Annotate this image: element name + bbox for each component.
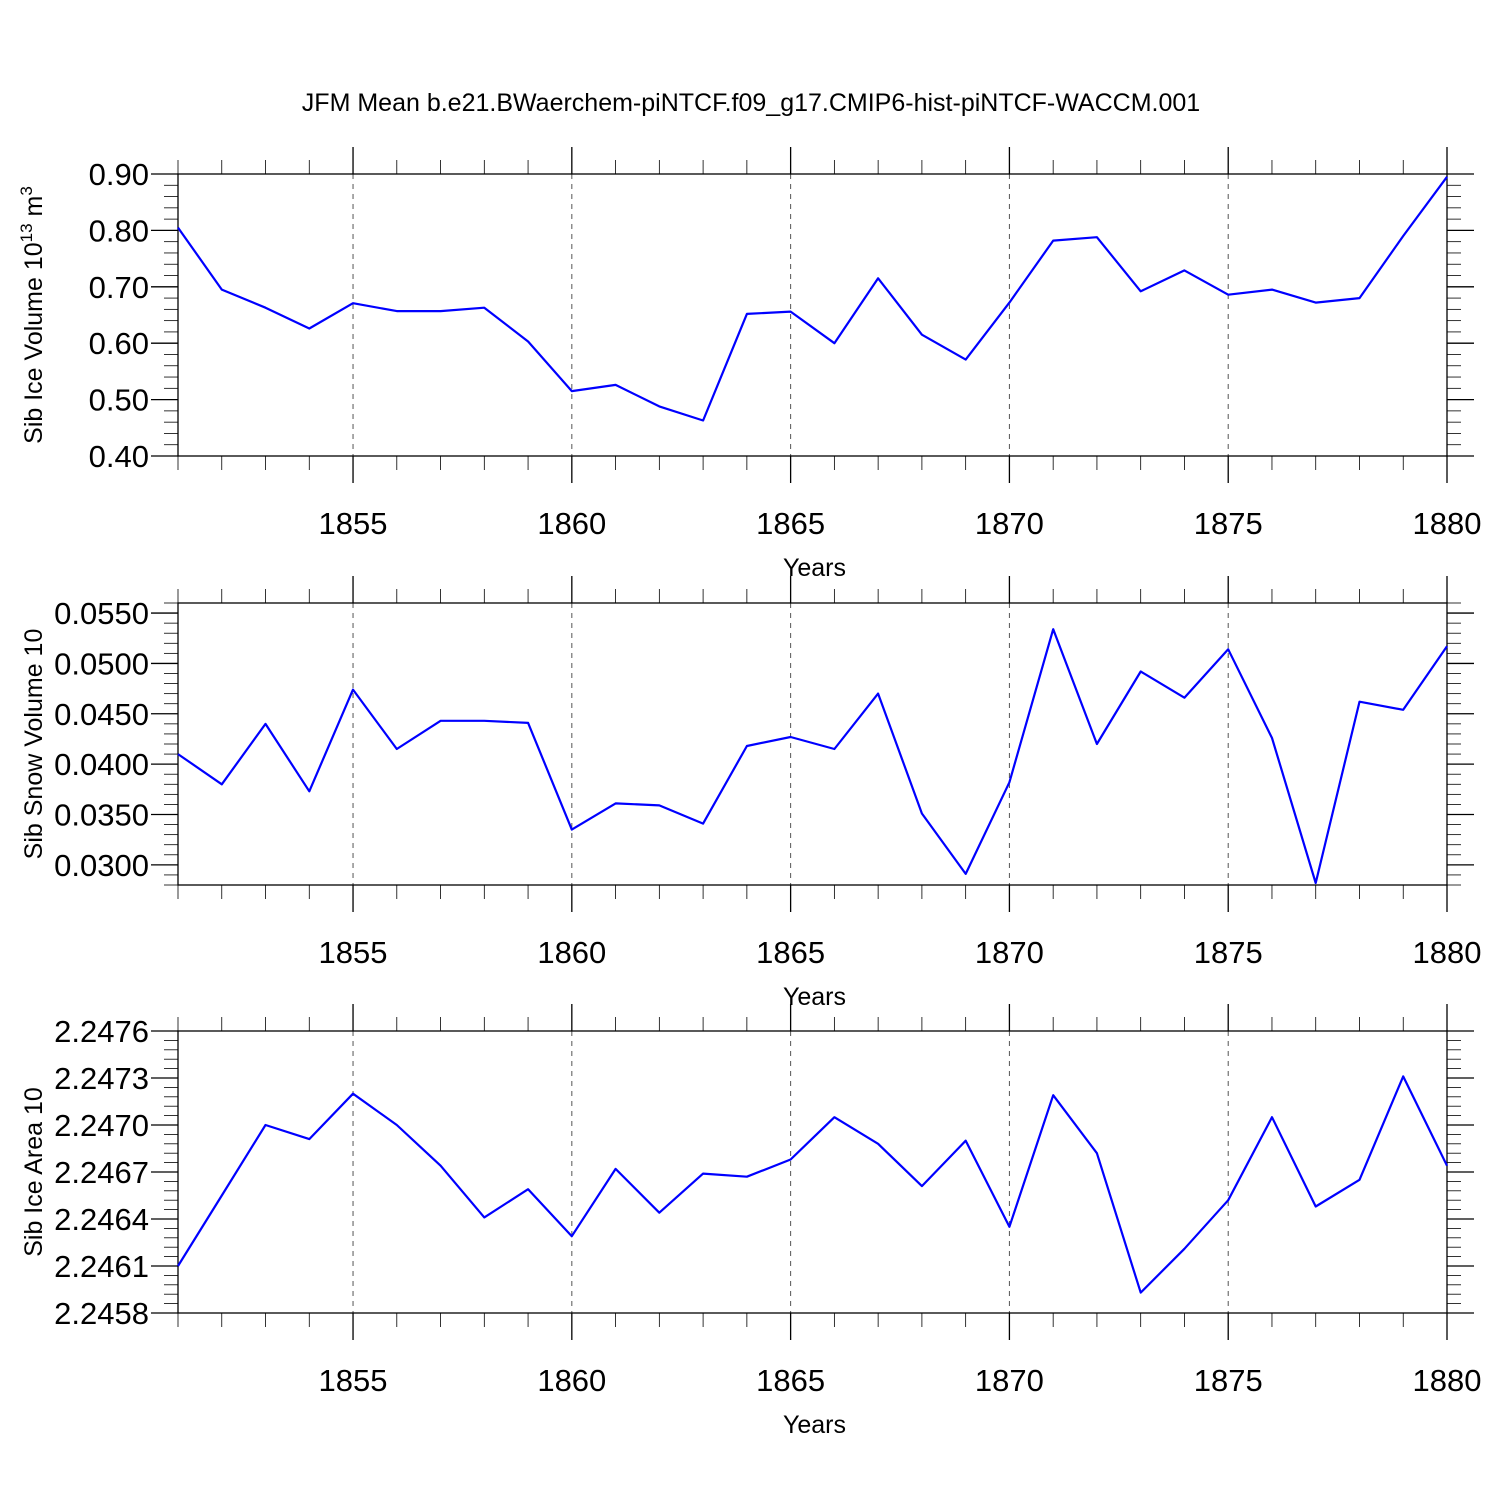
- series-line: [177, 176, 1448, 422]
- x-tick-label: 1865: [756, 935, 825, 970]
- y-tick-label: 2.2464: [54, 1202, 149, 1237]
- y-tick-label: 0.50: [89, 383, 149, 418]
- x-axis-label: Years: [783, 983, 846, 1011]
- x-tick-label: 1870: [975, 935, 1044, 970]
- x-tick-label: 1875: [1194, 506, 1263, 541]
- y-tick-label: 0.0300: [54, 848, 149, 883]
- series-line: [177, 1075, 1448, 1294]
- x-tick-label: 1865: [756, 506, 825, 541]
- y-tick-label: 0.0450: [54, 697, 149, 732]
- x-tick-label: 1855: [319, 506, 388, 541]
- x-tick-label: 1880: [1413, 506, 1482, 541]
- chart-title: JFM Mean b.e21.BWaerchem-piNTCF.f09_g17.…: [302, 89, 1200, 117]
- y-axis-label: Sib Ice Volume 1013 m3: [17, 186, 48, 444]
- x-tick-label: 1855: [319, 935, 388, 970]
- plot-frame: [177, 173, 1448, 457]
- plot-frame: [177, 1030, 1448, 1314]
- y-tick-label: 0.0400: [54, 747, 149, 782]
- y-tick-label: 0.80: [89, 213, 149, 248]
- y-tick-label: 2.2461: [54, 1249, 149, 1284]
- x-axis-label: Years: [783, 1411, 846, 1439]
- y-tick-label: 2.2467: [54, 1155, 149, 1190]
- series-line: [177, 628, 1448, 885]
- x-tick-label: 1880: [1413, 935, 1482, 970]
- y-tick-label: 2.2470: [54, 1108, 149, 1143]
- y-tick-label: 0.0350: [54, 798, 149, 833]
- panels: 1855 1860 1865 1870 1875 1880 Years 0.40 0.50 0.6…: [17, 147, 1481, 1439]
- x-tick-label: 1855: [319, 1363, 388, 1398]
- y-tick-label: 0.70: [89, 270, 149, 305]
- y-tick-label: 0.0500: [54, 646, 149, 681]
- x-tick-label: 1860: [537, 935, 606, 970]
- panel-3: 1855 1860 1865 1870 1875 1880 Years 2.2458 2.246…: [20, 1004, 1481, 1439]
- x-tick-label: 1870: [975, 506, 1044, 541]
- y-tick-label: 0.90: [89, 157, 149, 192]
- y-axis-label: Sib Snow Volume 10: [20, 629, 48, 860]
- y-tick-label: 0.60: [89, 326, 149, 361]
- y-axis-label: Sib Ice Area 10: [20, 1087, 48, 1257]
- x-tick-label: 1860: [537, 1363, 606, 1398]
- panel-2: 1855 1860 1865 1870 1875 1880 Years 0.0300 0.035…: [20, 576, 1481, 1011]
- x-tick-label: 1880: [1413, 1363, 1482, 1398]
- y-tick-label: 2.2476: [54, 1014, 149, 1049]
- x-tick-label: 1860: [537, 506, 606, 541]
- x-axis-label: Years: [783, 554, 846, 582]
- y-tick-label: 2.2458: [54, 1296, 149, 1331]
- x-tick-label: 1870: [975, 1363, 1044, 1398]
- x-tick-label: 1875: [1194, 1363, 1263, 1398]
- y-tick-label: 0.40: [89, 439, 149, 474]
- panel-1: 1855 1860 1865 1870 1875 1880 Years 0.40 0.50 0.6…: [17, 147, 1481, 582]
- y-tick-label: 2.2473: [54, 1061, 149, 1096]
- x-tick-label: 1875: [1194, 935, 1263, 970]
- x-tick-label: 1865: [756, 1363, 825, 1398]
- y-tick-label: 0.0550: [54, 596, 149, 631]
